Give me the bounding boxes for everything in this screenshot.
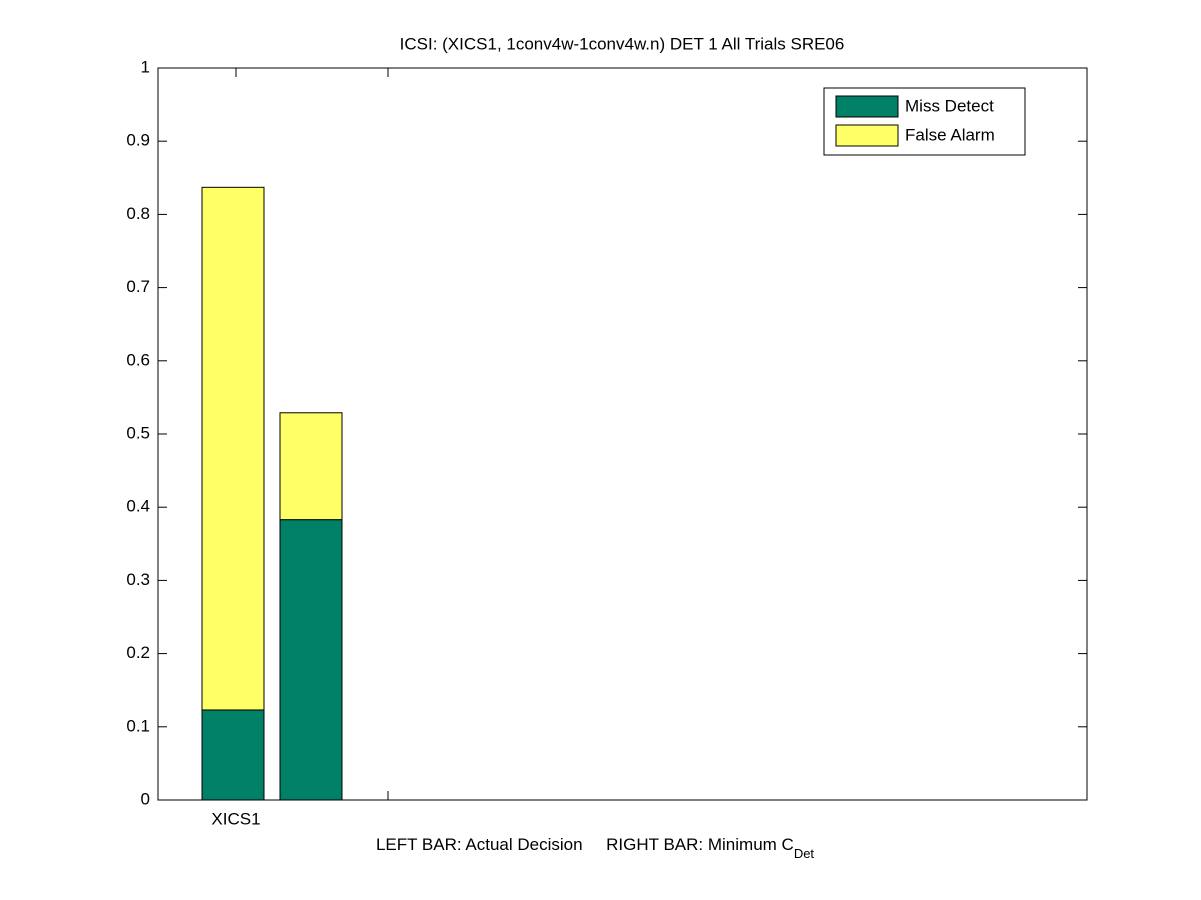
- legend-label: Miss Detect: [905, 96, 994, 115]
- bar-segment: [279, 412, 343, 521]
- legend-swatch: [835, 95, 899, 118]
- x-axis-label-subscript: Det: [794, 846, 815, 861]
- x-axis-label-main: LEFT BAR: Actual Decision RIGHT BAR: Min…: [376, 835, 794, 854]
- y-tick-label: 0.8: [126, 204, 150, 223]
- y-tick-label: 0.6: [126, 350, 150, 369]
- chart-title: ICSI: (XICS1, 1conv4w-1conv4w.n) DET 1 A…: [400, 34, 845, 53]
- y-tick-label: 0.5: [126, 423, 150, 442]
- bar-segment: [201, 709, 265, 801]
- legend-swatch: [835, 124, 899, 147]
- y-tick-label: 0.9: [126, 131, 150, 150]
- bar-segment: [279, 519, 343, 801]
- x-axis-label: LEFT BAR: Actual Decision RIGHT BAR: Min…: [376, 835, 814, 861]
- y-tick-label: 0: [141, 789, 150, 808]
- legend-label: False Alarm: [905, 125, 995, 144]
- y-tick-label: 0.3: [126, 570, 150, 589]
- y-tick-label: 0.7: [126, 277, 150, 296]
- x-tick-label: XICS1: [211, 809, 260, 828]
- bar-segment: [201, 186, 265, 711]
- y-tick-label: 0.4: [126, 497, 150, 516]
- y-tick-label: 1: [141, 57, 150, 76]
- y-tick-label: 0.1: [126, 716, 150, 735]
- y-tick-label: 0.2: [126, 643, 150, 662]
